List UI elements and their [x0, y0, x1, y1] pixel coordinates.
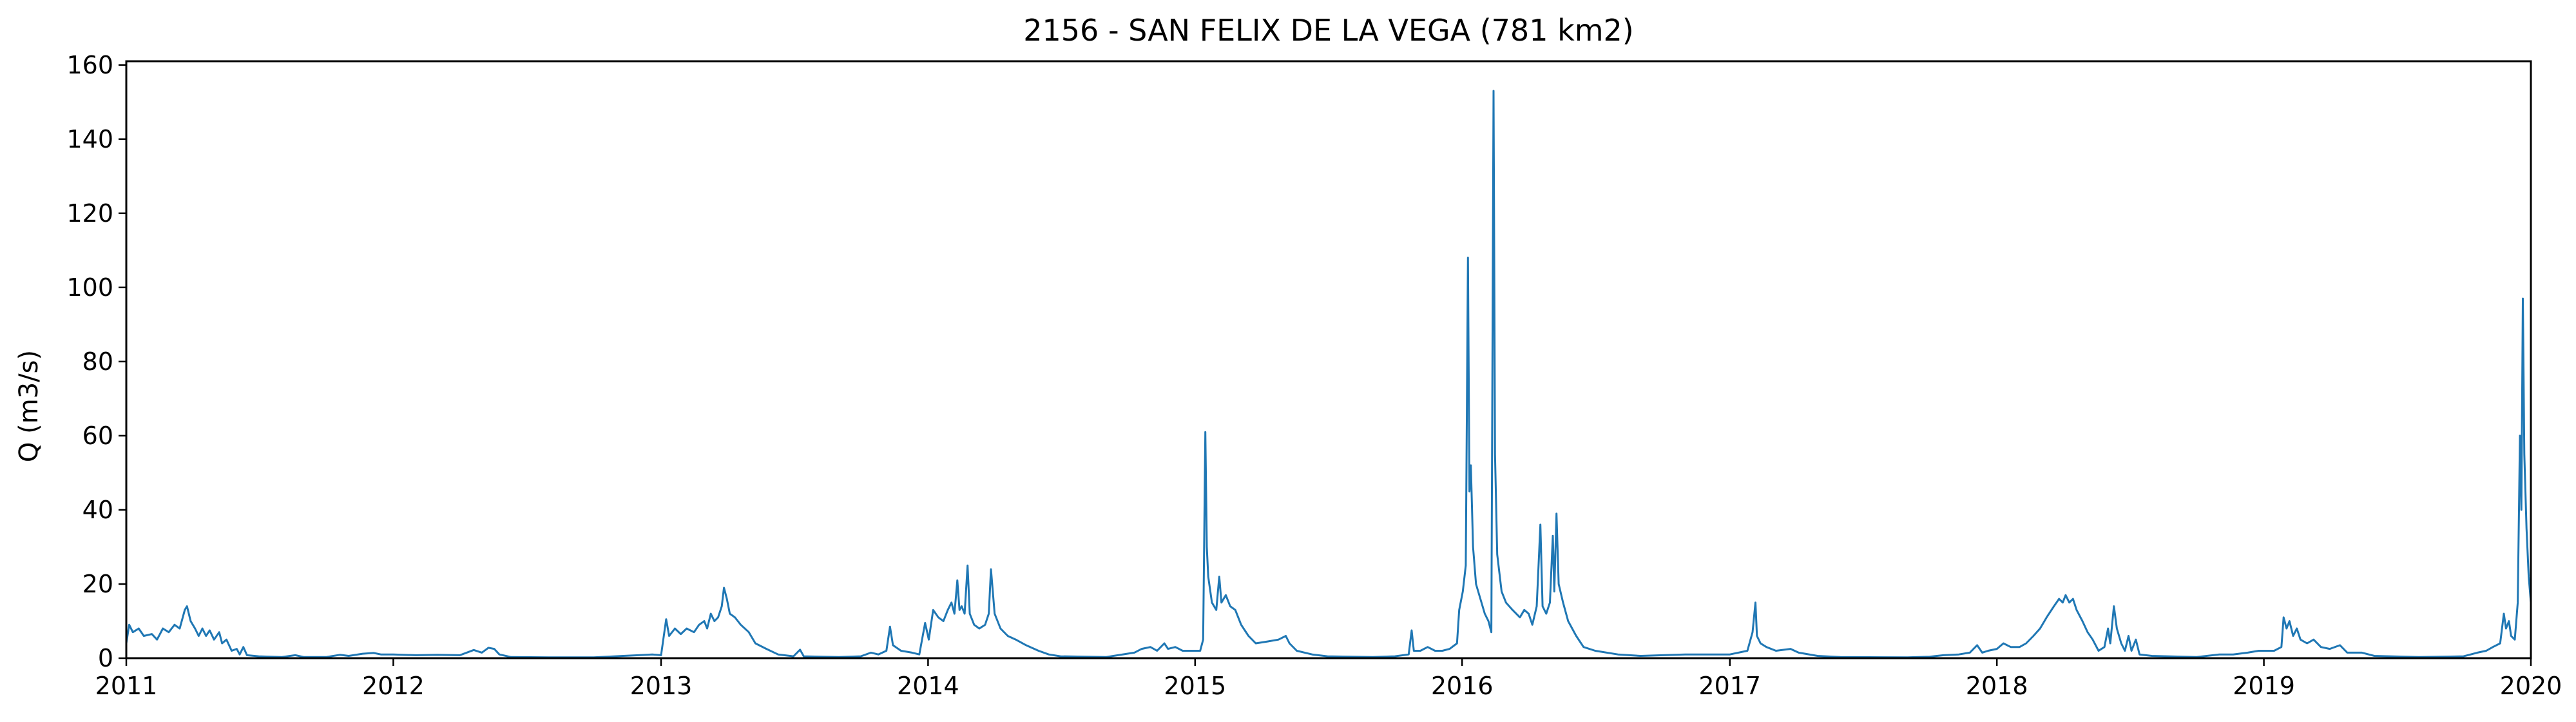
x-tick-label: 2016 — [1431, 672, 1494, 700]
y-tick-label: 0 — [98, 644, 113, 672]
y-tick-label: 140 — [66, 125, 113, 153]
x-tick-label: 2014 — [897, 672, 959, 700]
x-tick-label: 2018 — [1966, 672, 2028, 700]
plot-area-frame — [125, 60, 2532, 659]
y-tick-label: 80 — [82, 347, 113, 376]
y-tick-label: 60 — [82, 422, 113, 450]
axis-ticks: 2011 2012 2013 2014 2015 2016 2017 2018 2019 2020… — [66, 51, 2562, 700]
x-tick-label: 2017 — [1698, 672, 1761, 700]
y-axis-label: Q (m3/s) — [14, 350, 44, 462]
x-tick-label: 2012 — [362, 672, 425, 700]
y-tick-label: 160 — [66, 51, 113, 79]
x-tick-label: 2013 — [630, 672, 693, 700]
y-tick-label: 120 — [66, 199, 113, 228]
y-tick-label: 40 — [82, 496, 113, 524]
x-tick-label: 2019 — [2233, 672, 2295, 700]
chart-title: 2156 - SAN FELIX DE LA VEGA (781 km2) — [1023, 13, 1634, 48]
x-tick-label: 2020 — [2500, 672, 2562, 700]
x-tick-label: 2015 — [1164, 672, 1226, 700]
y-tick-label: 100 — [66, 273, 113, 302]
y-tick-label: 20 — [82, 570, 113, 598]
x-tick-label: 2011 — [95, 672, 158, 700]
